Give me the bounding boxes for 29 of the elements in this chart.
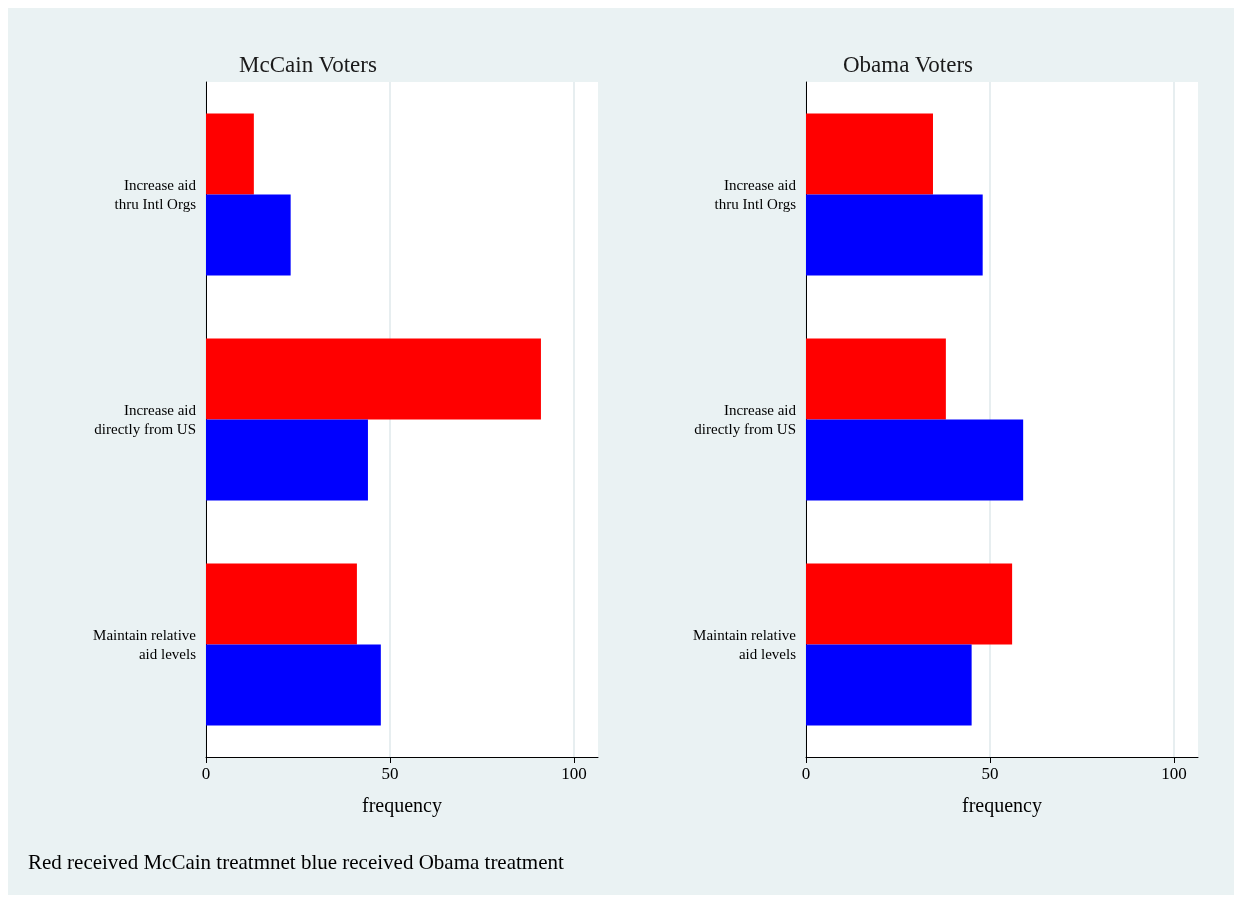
text: Red received McCain treatmnet blue received Obama treatment: [28, 850, 564, 875]
y-tick-label: Maintain relative aid levels: [93, 627, 197, 662]
x-axis-title: frequency: [362, 794, 442, 817]
x-tick-label: 100: [1161, 764, 1187, 783]
bar: [806, 563, 1013, 645]
y-tick-label: Increase aid thru Intl Orgs: [714, 177, 797, 212]
bar: [806, 338, 946, 420]
bar: [806, 194, 983, 276]
y-tick-label: Increase aid directly from US: [94, 402, 197, 437]
x-tick-label: 0: [801, 764, 811, 783]
bar: [806, 644, 972, 726]
bar: [206, 194, 291, 276]
x-tick-label: 0: [201, 764, 211, 783]
bar: [206, 563, 357, 645]
bar: [806, 419, 1024, 501]
x-tick-label: 100: [561, 764, 587, 783]
y-tick-label: Increase aid directly from US: [694, 402, 797, 437]
bar: [206, 644, 381, 726]
chart-title: Obama Voters: [842, 52, 974, 77]
x-tick-label: 50: [381, 764, 399, 783]
bar: [206, 113, 254, 195]
bar: [206, 419, 368, 501]
y-tick-label: Maintain relative aid levels: [693, 627, 797, 662]
bar: [806, 113, 933, 195]
y-tick-label: Increase aid thru Intl Orgs: [114, 177, 197, 212]
x-axis-title: frequency: [962, 794, 1042, 817]
bar: [206, 338, 541, 420]
chart-title: McCain Voters: [239, 52, 377, 77]
x-tick-label: 50: [981, 764, 999, 783]
